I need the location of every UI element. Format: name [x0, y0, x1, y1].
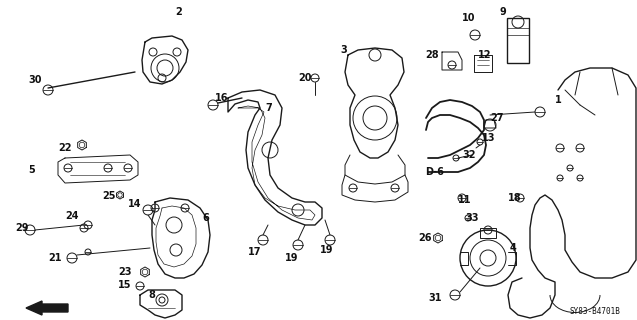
- Text: 31: 31: [428, 293, 441, 303]
- Text: 10: 10: [462, 13, 475, 23]
- Text: 20: 20: [298, 73, 311, 83]
- Text: 3: 3: [340, 45, 347, 55]
- Text: 27: 27: [490, 113, 503, 123]
- Text: 4: 4: [510, 243, 517, 253]
- Text: 9: 9: [500, 7, 507, 17]
- Text: 30: 30: [28, 75, 41, 85]
- Text: 6: 6: [202, 213, 209, 223]
- Text: 21: 21: [48, 253, 62, 263]
- Text: D-6: D-6: [425, 167, 444, 177]
- Text: 13: 13: [482, 133, 496, 143]
- Text: 25: 25: [102, 191, 115, 201]
- Text: 14: 14: [128, 199, 141, 209]
- Text: 12: 12: [478, 50, 492, 60]
- Text: 24: 24: [65, 211, 78, 221]
- FancyArrow shape: [26, 301, 68, 315]
- Text: 8: 8: [148, 290, 155, 300]
- Text: 29: 29: [15, 223, 29, 233]
- Text: 32: 32: [462, 150, 475, 160]
- Text: 7: 7: [265, 103, 272, 113]
- Text: 5: 5: [28, 165, 35, 175]
- Text: 11: 11: [458, 195, 471, 205]
- Text: 23: 23: [118, 267, 131, 277]
- Text: 2: 2: [175, 7, 182, 17]
- Text: 1: 1: [555, 95, 562, 105]
- Text: 26: 26: [418, 233, 431, 243]
- Text: 15: 15: [118, 280, 131, 290]
- Text: 16: 16: [215, 93, 229, 103]
- Bar: [480, 228, 496, 238]
- Text: 19: 19: [285, 253, 299, 263]
- Text: SY83-B4701B: SY83-B4701B: [570, 308, 621, 316]
- Text: FR.: FR.: [80, 302, 98, 312]
- Text: 18: 18: [508, 193, 522, 203]
- Bar: [507, 18, 529, 63]
- Text: 28: 28: [425, 50, 439, 60]
- Text: 33: 33: [465, 213, 478, 223]
- Text: 22: 22: [58, 143, 71, 153]
- Text: 17: 17: [248, 247, 262, 257]
- Text: 19: 19: [320, 245, 334, 255]
